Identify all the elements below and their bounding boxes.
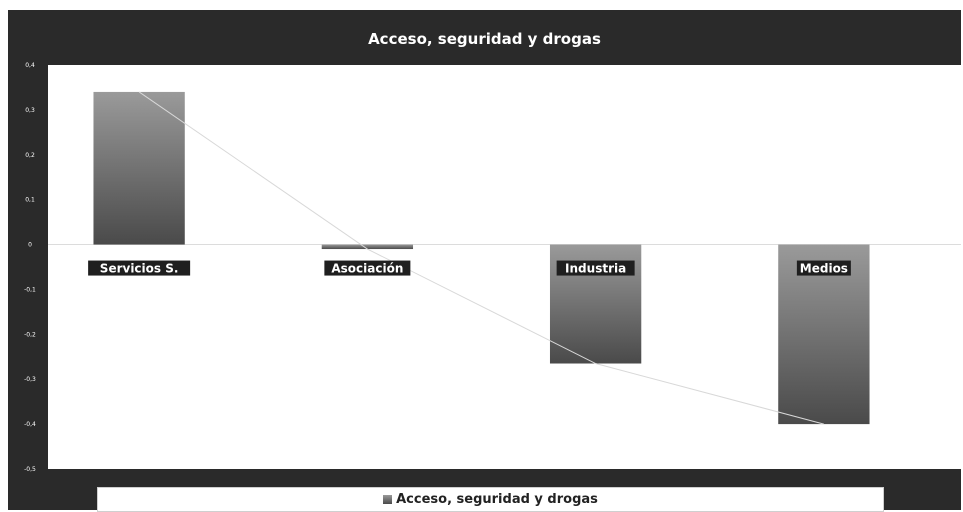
chart-plot: 0,4 0,3 0,2 0,1 0 -0,1 -0,2 -0,3 -0,4 -0,5 Servic… <box>24 62 961 473</box>
y-tick-label: -0,5 <box>24 466 36 473</box>
category-label: Servicios S. <box>100 262 179 276</box>
category-label: Industria <box>565 262 626 276</box>
y-tick-label: -0,3 <box>24 376 36 383</box>
legend-swatch <box>383 495 393 504</box>
category-label-box <box>556 260 635 276</box>
y-tick-label: -0,2 <box>24 331 36 338</box>
legend: Acceso, seguridad y drogas <box>97 487 884 512</box>
y-tick-label: 0,2 <box>25 152 35 159</box>
y-tick-label: 0 <box>28 242 32 249</box>
bar <box>93 91 185 245</box>
legend-label: Acceso, seguridad y drogas <box>396 492 598 507</box>
category-label-box <box>324 260 411 276</box>
chart-title: Acceso, seguridad y drogas <box>368 30 601 48</box>
y-tick-label: -0,1 <box>24 286 36 293</box>
y-tick-label: -0,4 <box>24 421 36 428</box>
bar <box>321 244 414 250</box>
category-label-box <box>88 260 191 276</box>
y-tick-label: 0,3 <box>25 107 35 114</box>
chart-frame: Acceso, seguridad y drogas 0,4 0,3 0,2 0,1 0… <box>8 10 961 512</box>
category-label-box <box>796 260 851 276</box>
y-tick-label: 0,4 <box>25 62 35 69</box>
series-line <box>138 91 825 425</box>
category-label: Medios <box>800 262 848 276</box>
category-label: Asociación <box>331 262 403 276</box>
y-tick-label: 0,1 <box>25 197 35 204</box>
